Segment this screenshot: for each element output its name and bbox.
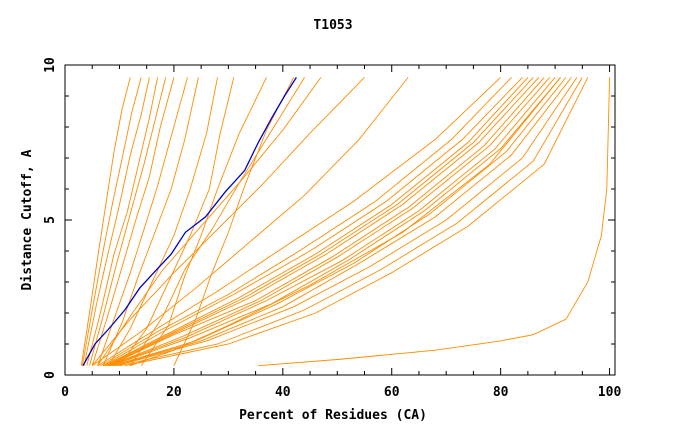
series-line [108, 77, 545, 367]
series-line [119, 77, 583, 367]
series-line [130, 77, 561, 367]
plot-lines [80, 77, 611, 367]
highlight-series-line [82, 77, 297, 367]
series-line [108, 77, 551, 367]
series-line [83, 77, 150, 366]
series-line [112, 77, 567, 367]
x-tick-label: 40 [275, 385, 291, 400]
series-line [109, 77, 556, 367]
chart-title: T1053 [313, 18, 352, 33]
series-line [113, 77, 572, 367]
y-tick-label: 0 [43, 371, 58, 379]
series-line [81, 77, 142, 366]
x-axis-label: Percent of Residues (CA) [239, 408, 427, 423]
series-line [103, 77, 529, 367]
series-line [91, 77, 409, 367]
y-tick-label: 5 [43, 216, 58, 224]
series-line [102, 77, 523, 367]
series-line [119, 77, 235, 366]
x-tick-label: 100 [598, 385, 622, 400]
y-axis-label: Distance Cutoff, A [20, 149, 35, 290]
series-line [111, 77, 561, 367]
series-line [102, 77, 199, 366]
series-line [105, 77, 534, 367]
series-line [129, 77, 305, 366]
x-tick-label: 20 [166, 385, 182, 400]
series-line [91, 77, 365, 366]
series-line [100, 77, 512, 367]
axis-ticks: 0 20 40 60 80 100 0 5 10 [43, 57, 621, 400]
x-tick-label: 0 [61, 385, 69, 400]
series-line [86, 77, 159, 366]
x-tick-label: 80 [493, 385, 509, 400]
series-line [258, 77, 611, 367]
series-line [91, 77, 175, 366]
series-line [107, 77, 540, 367]
series-line [89, 77, 167, 366]
series-line [80, 77, 131, 366]
x-tick-label: 60 [384, 385, 400, 400]
series-line [97, 77, 188, 366]
series-line [97, 77, 501, 367]
series-line [108, 77, 218, 366]
series-line [124, 77, 589, 367]
series-line [116, 77, 578, 367]
y-tick-label: 10 [43, 57, 58, 73]
series-line [97, 77, 322, 366]
